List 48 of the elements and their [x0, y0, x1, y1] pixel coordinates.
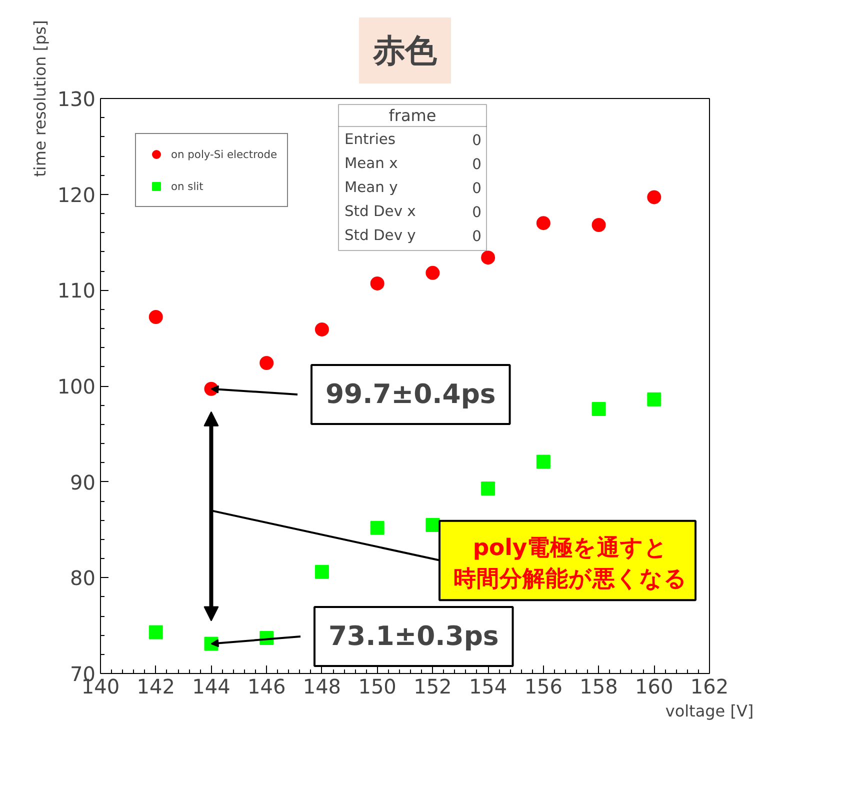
- x-tick-label: 154: [468, 674, 508, 698]
- annotation: 73.1±0.3ps: [328, 621, 499, 652]
- text: Std Dev x 0: [344, 203, 482, 221]
- annotation: 99.7±0.4ps: [326, 379, 496, 410]
- point: [148, 310, 163, 324]
- point: [148, 625, 163, 640]
- x-tick-label: 158: [580, 674, 618, 698]
- legend-label: on poly-Si electrode: [171, 148, 278, 160]
- y-tick-label: 130: [57, 87, 96, 111]
- text: Mean x 0: [344, 155, 482, 173]
- point: [370, 276, 384, 290]
- x-axis-title: voltage [V]: [665, 702, 754, 720]
- text: Mean y 0: [344, 179, 482, 197]
- x-tick-label: 162: [690, 674, 729, 698]
- text: Std Dev y 0: [344, 227, 482, 245]
- point: [426, 266, 440, 280]
- point: [314, 322, 329, 336]
- x-tick-label: 142: [136, 674, 175, 698]
- x-tick-label: 150: [358, 674, 396, 698]
- y-axis-title: time resolution [ps]: [30, 20, 50, 177]
- y-tick-label: 90: [70, 470, 96, 494]
- annotation: poly電極を通すと時間分解能が悪くなる: [454, 534, 688, 592]
- point: [647, 392, 662, 406]
- y-tick-label: 100: [57, 374, 96, 398]
- point: [481, 482, 496, 496]
- point: [481, 250, 496, 265]
- y-tick-label: 80: [70, 566, 96, 590]
- x-tick-label: 156: [524, 674, 563, 698]
- x-tick-label: 160: [635, 674, 674, 698]
- x-tick-label: 146: [248, 674, 286, 698]
- x-tick-label: 152: [414, 674, 452, 698]
- point: [647, 190, 662, 204]
- point: [370, 520, 384, 535]
- point: [314, 564, 329, 579]
- x-tick-label: 148: [302, 674, 342, 698]
- x-tick-label: 144: [192, 674, 230, 698]
- point: [592, 218, 606, 232]
- y-tick-label: 120: [57, 182, 96, 207]
- point: [260, 356, 274, 370]
- text: Entries 0: [344, 131, 482, 149]
- point: [426, 518, 440, 532]
- legend-label: on slit: [171, 180, 204, 192]
- y-tick-label: 110: [57, 278, 96, 303]
- point: [536, 454, 550, 469]
- point: [536, 216, 550, 230]
- point: [592, 402, 606, 416]
- chart-title: 赤色: [372, 32, 438, 70]
- annotation: frame: [388, 106, 436, 125]
